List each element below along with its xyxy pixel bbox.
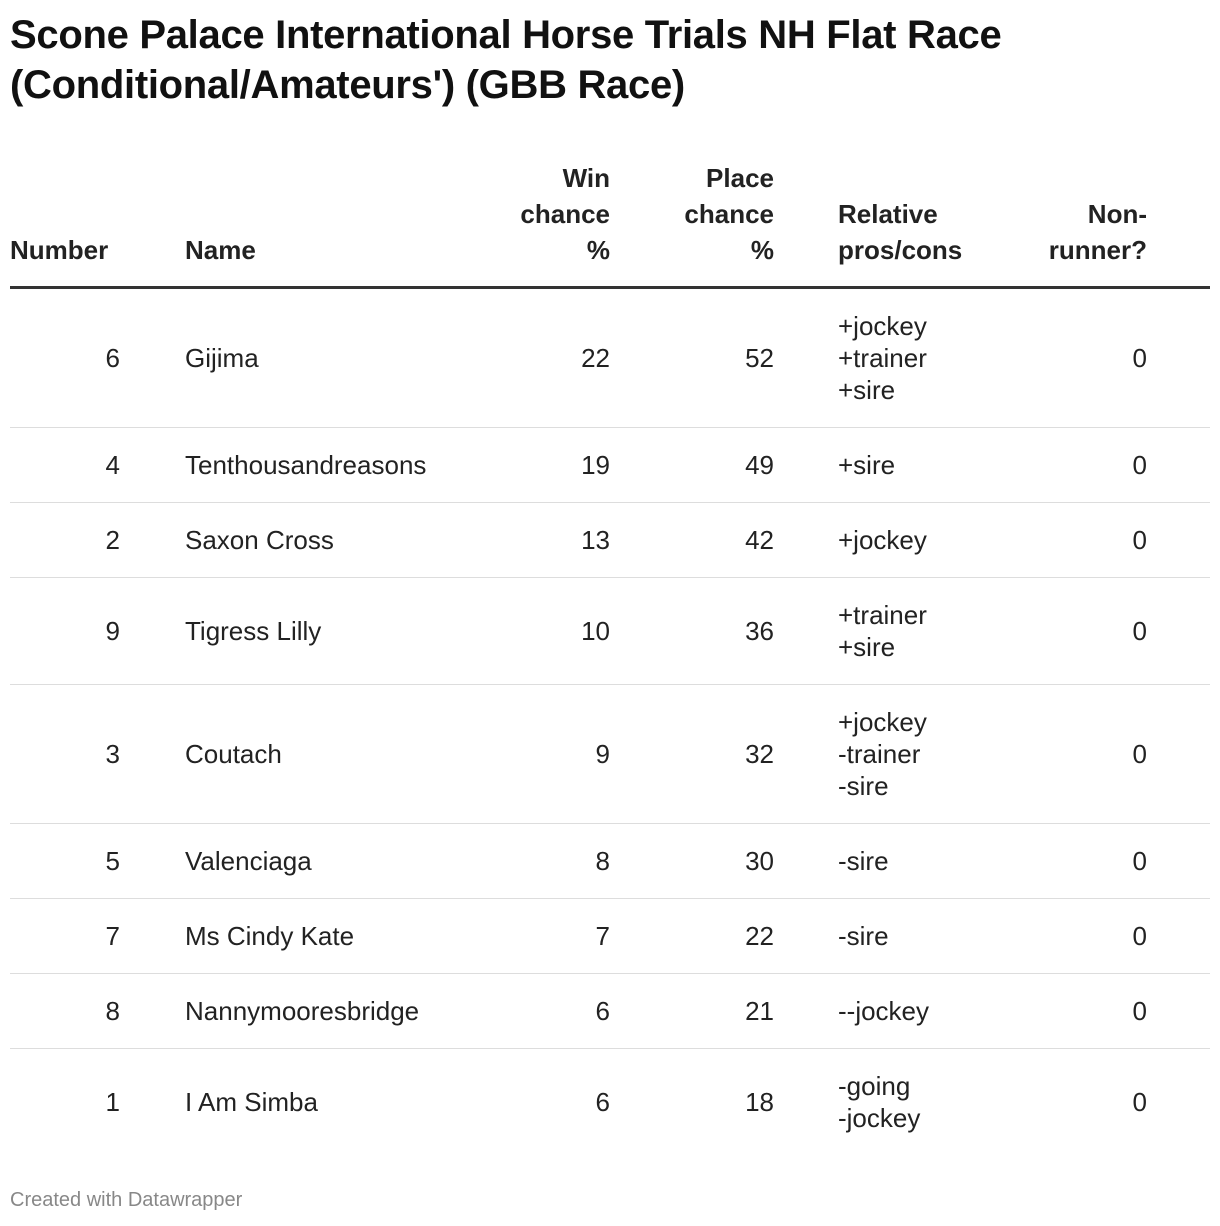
header-line: runner?	[1048, 235, 1147, 265]
pros-cons-cell: +sire	[804, 427, 1000, 503]
pros-cons-item: --jockey	[838, 996, 930, 1026]
win-chance-cell: 6	[595, 1087, 610, 1117]
pros-cons-cell: +jockey -trainer -sire	[804, 684, 1000, 824]
header-line: Non-	[1087, 199, 1147, 229]
name-cell: Saxon Cross	[150, 502, 480, 578]
table-row: 1 I Am Simba 6 18 -going -jockey 0	[10, 1049, 1210, 1156]
header-line: Relative	[838, 199, 938, 229]
number-cell: 6	[10, 287, 150, 428]
pros-cons-item: +sire	[838, 375, 896, 405]
header-line: %	[750, 235, 774, 265]
place-chance-cell: 42	[640, 502, 804, 578]
number-cell: 2	[10, 502, 150, 578]
header-line: Place	[706, 163, 774, 193]
pros-cons-item: +jockey	[838, 311, 927, 341]
table-row: 9 Tigress Lilly 10 36 +trainer +sire 0	[10, 577, 1210, 685]
win-chance-cell: 7	[480, 898, 640, 974]
pros-cons-item: +trainer	[838, 600, 927, 630]
header-line: chance	[684, 199, 774, 229]
name-cell: Valenciaga	[150, 823, 480, 899]
pros-cons-item: +trainer	[838, 343, 927, 373]
number-cell: 5	[10, 823, 150, 899]
number-cell: 8	[10, 973, 150, 1049]
place-chance-cell: 49	[640, 427, 804, 503]
pros-cons-item: +jockey	[838, 707, 927, 737]
table-row: 4 Tenthousandreasons 19 49 +sire 0	[10, 427, 1210, 503]
non-runner-cell: 0	[1000, 898, 1210, 974]
table-row: 6 Gijima 22 52 +jockey +trainer +sire 0	[10, 287, 1210, 428]
table-row: 7 Ms Cindy Kate 7 22 -sire 0	[10, 898, 1210, 974]
non-runner-cell: 0	[1000, 427, 1210, 503]
win-chance-cell: 9	[480, 684, 640, 824]
place-chance-cell: 32	[640, 684, 804, 824]
header-line: chance	[520, 199, 610, 229]
header-number[interactable]: Number	[10, 160, 150, 289]
pros-cons-item: -sire	[838, 846, 889, 876]
table-row: 2 Saxon Cross 13 42 +jockey 0	[10, 502, 1210, 578]
place-chance-cell: 22	[640, 898, 804, 974]
non-runner-cell: 0	[1000, 287, 1210, 428]
page-title: Scone Palace International Horse Trials …	[10, 13, 1002, 107]
pros-cons-item: -going	[838, 1071, 911, 1101]
table-header-row: Number Name Win chance % Place chance % …	[10, 160, 1210, 289]
number-cell: 7	[10, 898, 150, 974]
pros-cons-cell: -going -jockey	[804, 1049, 1000, 1156]
non-runner-cell: 0	[1132, 1087, 1147, 1117]
pros-cons-cell: --jockey	[804, 973, 1000, 1049]
win-chance-cell: 22	[480, 287, 640, 428]
table-row: 5 Valenciaga 8 30 -sire 0	[10, 823, 1210, 899]
header-line: %	[586, 235, 610, 265]
pros-cons-item: -trainer	[838, 739, 921, 769]
place-chance-cell: 18	[745, 1087, 774, 1117]
win-chance-cell: 10	[480, 577, 640, 685]
name-cell: Ms Cindy Kate	[150, 898, 480, 974]
win-chance-cell: 8	[480, 823, 640, 899]
header-non-runner[interactable]: Non- runner?	[1000, 160, 1210, 289]
pros-cons-cell: -sire	[804, 823, 1000, 899]
pros-cons-item: +sire	[838, 632, 896, 662]
name-cell: Tigress Lilly	[150, 577, 480, 685]
win-chance-cell: 19	[480, 427, 640, 503]
pros-cons-cell: +trainer +sire	[804, 577, 1000, 685]
table-row: 8 Nannymooresbridge 6 21 --jockey 0	[10, 973, 1210, 1049]
non-runner-cell: 0	[1000, 502, 1210, 578]
header-line: pros/cons	[838, 235, 963, 265]
name-cell: I Am Simba	[185, 1087, 318, 1117]
header-place-chance[interactable]: Place chance %	[640, 160, 804, 289]
pros-cons-cell: +jockey	[804, 502, 1000, 578]
name-cell: Gijima	[150, 287, 480, 428]
header-line: Win	[562, 163, 610, 193]
number-cell: 4	[10, 427, 150, 503]
header-win-chance[interactable]: Win chance %	[480, 160, 640, 289]
pros-cons-item: -jockey	[838, 1103, 921, 1133]
pros-cons-item: -sire	[838, 921, 889, 951]
place-chance-cell: 30	[640, 823, 804, 899]
place-chance-cell: 52	[640, 287, 804, 428]
place-chance-cell: 21	[640, 973, 804, 1049]
pros-cons-item: +sire	[838, 450, 896, 480]
non-runner-cell: 0	[1000, 577, 1210, 685]
pros-cons-item: +jockey	[838, 525, 927, 555]
number-cell: 3	[10, 684, 150, 824]
footer-credit: Created with Datawrapper	[10, 1189, 243, 1211]
header-name[interactable]: Name	[150, 160, 480, 289]
name-cell: Tenthousandreasons	[150, 427, 480, 503]
table-row: 3 Coutach 9 32 +jockey -trainer -sire 0	[10, 684, 1210, 824]
win-chance-cell: 13	[480, 502, 640, 578]
runners-table: Number Name Win chance % Place chance % …	[10, 160, 1210, 1155]
name-cell: Nannymooresbridge	[150, 973, 480, 1049]
win-chance-cell: 6	[480, 973, 640, 1049]
pros-cons-item: -sire	[838, 771, 889, 801]
non-runner-cell: 0	[1000, 973, 1210, 1049]
header-pros-cons[interactable]: Relative pros/cons	[804, 160, 1000, 289]
number-cell: 1	[105, 1087, 120, 1117]
pros-cons-cell: -sire	[804, 898, 1000, 974]
place-chance-cell: 36	[640, 577, 804, 685]
number-cell: 9	[10, 577, 150, 685]
pros-cons-cell: +jockey +trainer +sire	[804, 287, 1000, 428]
non-runner-cell: 0	[1000, 823, 1210, 899]
name-cell: Coutach	[150, 684, 480, 824]
non-runner-cell: 0	[1000, 684, 1210, 824]
